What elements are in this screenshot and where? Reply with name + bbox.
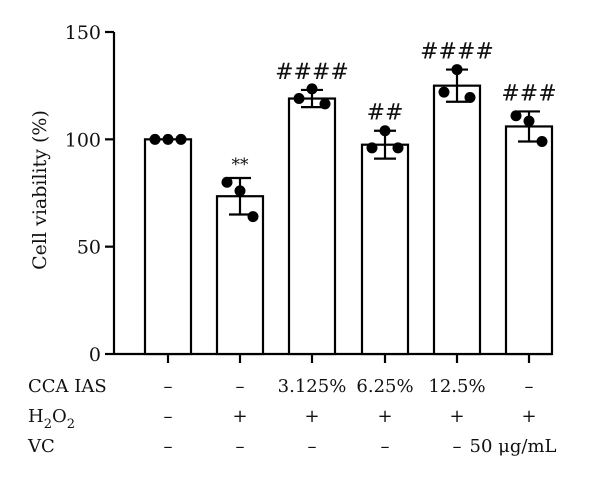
- y-axis-label: Cell viability (%): [29, 110, 51, 270]
- data-point: [510, 110, 522, 122]
- significance-labels: **#############: [232, 40, 557, 175]
- condition-value: +: [377, 406, 392, 427]
- data-point: [438, 86, 450, 98]
- condition-value: +: [521, 406, 536, 427]
- significance-label: ##: [367, 101, 404, 126]
- bar: [143, 138, 193, 356]
- bar: [287, 97, 337, 356]
- condition-value: –: [525, 376, 534, 397]
- data-point: [306, 83, 318, 95]
- significance-label: ####: [275, 60, 349, 85]
- data-point: [536, 135, 548, 147]
- condition-value: –: [236, 376, 245, 397]
- condition-value: –: [164, 406, 173, 427]
- condition-value: –: [381, 436, 390, 457]
- significance-label: **: [232, 155, 250, 175]
- bar: [432, 84, 482, 356]
- data-point: [175, 133, 187, 145]
- data-point: [392, 142, 404, 154]
- data-point: [379, 125, 391, 137]
- condition-value: –: [164, 376, 173, 397]
- significance-label: ###: [501, 81, 556, 106]
- data-point: [319, 98, 331, 110]
- data-point: [149, 133, 161, 145]
- condition-label-h2o2: H2O2: [28, 406, 75, 432]
- condition-value: 50 μg/mL: [470, 436, 557, 457]
- data-point: [451, 64, 463, 76]
- condition-label-vc: VC: [27, 436, 55, 457]
- data-point: [366, 142, 378, 154]
- bar: [215, 195, 265, 356]
- bar: [360, 143, 410, 356]
- condition-value: 3.125%: [278, 376, 347, 397]
- data-point: [162, 133, 174, 145]
- significance-label: ####: [420, 40, 494, 65]
- data-points: [149, 64, 548, 223]
- condition-value: –: [308, 436, 317, 457]
- y-tick-label: 100: [65, 129, 101, 151]
- condition-value: –: [164, 436, 173, 457]
- data-point: [293, 93, 305, 105]
- y-tick-label: 50: [77, 237, 101, 259]
- data-point: [523, 115, 535, 127]
- condition-value: –: [453, 436, 462, 457]
- y-tick-label: 150: [65, 22, 101, 44]
- condition-value: 6.25%: [356, 376, 413, 397]
- bars: [143, 84, 554, 356]
- y-tick-label: 0: [89, 344, 101, 366]
- condition-table: CCA IAS H2O2 VC – – 3.125% 6.25% 12.5% – – + + + +…: [27, 376, 557, 457]
- data-point: [221, 176, 233, 188]
- condition-value: +: [449, 406, 464, 427]
- condition-value: +: [304, 406, 319, 427]
- condition-value: –: [236, 436, 245, 457]
- bar: [504, 125, 554, 356]
- condition-value: 12.5%: [428, 376, 485, 397]
- condition-label-cca-ias: CCA IAS: [28, 376, 107, 397]
- condition-value: +: [232, 406, 247, 427]
- data-point: [247, 211, 259, 223]
- data-point: [234, 185, 246, 197]
- data-point: [464, 91, 476, 103]
